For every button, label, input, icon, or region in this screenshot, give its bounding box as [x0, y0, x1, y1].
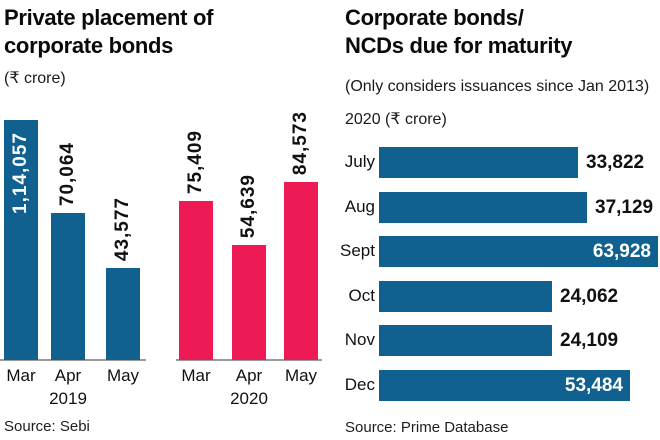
left-chart-source: Source: Sebi: [4, 418, 90, 435]
year-label-2019: 2019: [49, 389, 87, 408]
value-label-aug: 37,129: [595, 197, 654, 218]
value-label-dec: 53,484: [564, 375, 623, 396]
bar-aug: [379, 192, 587, 223]
x-axis-2020: [176, 359, 322, 361]
bar-mar-2019: [4, 120, 38, 360]
month-label-sept: Sept: [340, 241, 375, 260]
bar-july: [379, 147, 578, 178]
bar-may-2019: [106, 268, 140, 360]
bar-mar-2020: [179, 201, 213, 360]
month-label-apr-2020: Apr: [235, 366, 263, 385]
value-label-oct: 24,062: [560, 286, 619, 307]
month-label-aug: Aug: [344, 197, 375, 216]
month-label-mar-2019: Mar: [6, 366, 36, 385]
bar-dec: [379, 370, 630, 401]
bar-oct: [379, 281, 552, 312]
month-label-dec: Dec: [344, 375, 375, 394]
month-label-nov: Nov: [344, 330, 375, 349]
bar-sept: [379, 236, 658, 267]
month-label-july: July: [344, 152, 375, 171]
value-label-july: 33,822: [586, 152, 645, 173]
bar-apr-2019: [51, 213, 85, 360]
value-label-nov: 24,109: [560, 330, 619, 351]
month-label-may-2020: May: [284, 366, 318, 385]
left-chart-unit: (₹ crore): [4, 70, 66, 87]
bar-apr-2020: [232, 245, 266, 360]
left-chart-title: Private placement of corporate bonds: [4, 5, 214, 58]
left-bar-chart: 2019 Mar 1,14,057 Apr 70,064 May 43,577 2020 Mar…: [0, 111, 322, 408]
right-chart-title-line1: Corporate bonds/: [345, 5, 524, 30]
year-label-2020: 2020: [230, 389, 268, 408]
right-chart-source: Source: Prime Database: [345, 419, 509, 436]
month-label-mar-2020: Mar: [181, 366, 211, 385]
month-label-may-2019: May: [106, 366, 140, 385]
month-label-oct: Oct: [348, 286, 375, 305]
bar-nov: [379, 325, 552, 356]
value-label-sept: 63,928: [592, 241, 651, 262]
right-chart-subtitle: (Only considers issuances since Jan 2013…: [345, 78, 650, 95]
month-label-apr-2019: Apr: [54, 366, 82, 385]
x-axis-2019: [0, 359, 146, 361]
right-chart-title-line2: NCDs due for maturity: [345, 33, 573, 58]
bar-may-2020: [284, 182, 318, 360]
right-chart-title: Corporate bonds/ NCDs due for maturity: [345, 4, 655, 60]
right-chart-unit: 2020 (₹ crore): [345, 111, 447, 128]
